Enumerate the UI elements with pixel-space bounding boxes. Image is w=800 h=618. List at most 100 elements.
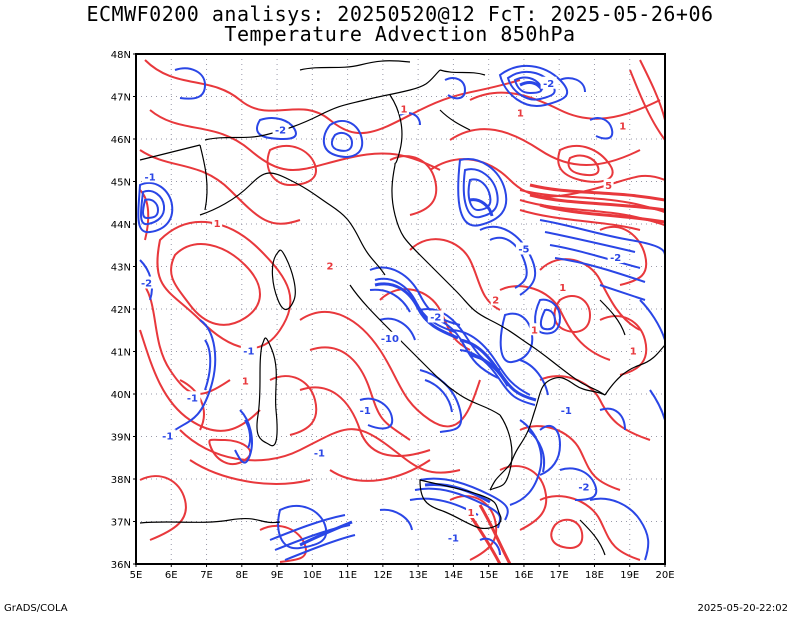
contour-label-text: 1 [630,347,637,358]
contour-label-text: -2 [430,313,441,324]
contour-label-background [466,506,477,518]
contour-label-background [575,480,592,493]
contour-value-label: -2 [575,480,592,494]
contour-label-background [272,123,289,136]
negative-contours-strong [299,81,544,547]
coastline [139,60,665,556]
contour-label-background [240,374,251,387]
contour-label-background [515,106,526,119]
contour-value-label: -2 [607,251,624,264]
contour-label-background [617,119,628,132]
contour-label-text: 1 [214,219,221,230]
lon-tick-label: 10E [303,570,322,581]
lat-tick-label: 45N [111,178,131,189]
contour-label-text: -1 [448,534,459,545]
contour-label-text: 1 [531,325,538,336]
contour-value-label: 1 [466,506,477,519]
contour-label-text: -1 [314,449,325,460]
contour-value-label: -2 [540,76,557,90]
lat-tick-label: 43N [111,263,131,274]
contour-label-background [558,404,575,416]
lat-tick-label: 40N [111,390,131,401]
contour-value-label: -1 [357,404,374,417]
contour-value-label: -2 [138,276,155,290]
lon-tick-label: 17E [550,570,569,581]
contour-label-background [603,178,614,191]
lat-tick-label: 46N [111,135,131,146]
contour-label-background [357,404,374,416]
chart-subtitle: Temperature Advection 850hPa [224,22,576,46]
contour-label-text: 1 [517,109,524,120]
contour-label-text: -1 [145,172,156,183]
software-credit: GrADS/COLA [4,603,68,614]
axes: 5E 6E 7E 8E 9E 10E 11E 12E 13E 14E 15E 16E 17E 18E 19E… [111,50,675,581]
lon-tick-label: 5E [130,570,143,581]
contour-label-background [240,344,257,357]
contour-value-label: -10 [378,331,401,345]
contour-label-text: 1 [619,121,626,132]
positive-contours [139,59,665,563]
contour-label-text: 1 [559,283,566,294]
lon-tick-label: 16E [514,570,533,581]
contour-label-background [212,217,223,229]
contour-label-text: -2 [275,126,286,137]
chart-title: ECMWF0200 analisys: 20250520@12 FcT: 202… [86,2,714,26]
contour-value-label: 1 [515,106,526,120]
contour-label-text: -10 [381,334,399,345]
contour-value-label: -2 [427,310,444,324]
contour-label-background [529,323,540,336]
lat-tick-label: 37N [111,518,131,529]
contour-label-background [445,531,462,544]
contour-label-background [490,293,501,306]
contour-value-label: 1 [399,102,410,115]
contour-label-background [540,76,557,89]
lon-tick-label: 9E [271,570,284,581]
contour-label-background [378,331,401,344]
contour-value-label: -2 [272,123,289,137]
contour-label-text: -2 [610,253,621,264]
lat-tick-label: 44N [111,220,131,231]
generation-timestamp: 2025-05-20-22:02 [697,603,788,614]
contour-label-text: -2 [578,483,589,494]
contour-label-background [184,391,201,404]
contour-value-label: -1 [159,429,176,443]
lon-tick-label: 19E [620,570,639,581]
contour-value-label: 1 [557,280,568,294]
contour-label-text: -1 [187,393,198,404]
contour-label-text: -1 [561,406,572,417]
lon-tick-label: 15E [479,570,498,581]
contour-label-background [399,102,410,115]
contour-value-label: -1 [240,344,257,358]
contour-value-label: 1 [617,119,628,132]
contour-value-label: -1 [558,404,575,417]
contour-label-text: 1 [468,508,475,519]
contour-value-label: 2 [324,259,335,273]
contour-value-label: -1 [311,446,328,460]
contour-value-label: -1 [445,531,462,545]
contour-label-text: -1 [162,432,173,443]
contour-value-label: -5 [515,242,532,256]
contour-value-label: 2 [490,293,501,307]
contour-value-label: 1 [529,323,540,336]
contour-label-text: 2 [492,296,499,307]
lat-tick-label: 39N [111,433,131,444]
lon-tick-label: 12E [373,570,392,581]
contour-label-background [515,242,532,255]
lat-tick-label: 36N [111,560,131,571]
lat-tick-label: 42N [111,305,131,316]
contour-label-background [311,446,328,459]
contour-label-background [607,251,624,263]
lat-tick-label: 48N [111,50,131,61]
contour-label-background [557,280,568,293]
contour-value-label: 1 [240,374,251,387]
lat-tick-label: 38N [111,475,131,486]
contour-label-background [628,344,639,357]
contour-label-text: -5 [518,245,529,256]
positive-contours-strong [468,183,665,564]
lon-tick-label: 8E [235,570,248,581]
lat-tick-label: 47N [111,93,131,104]
contour-label-text: -2 [543,79,554,90]
contour-label-background [138,276,155,289]
contour-value-label: 5 [603,178,614,192]
